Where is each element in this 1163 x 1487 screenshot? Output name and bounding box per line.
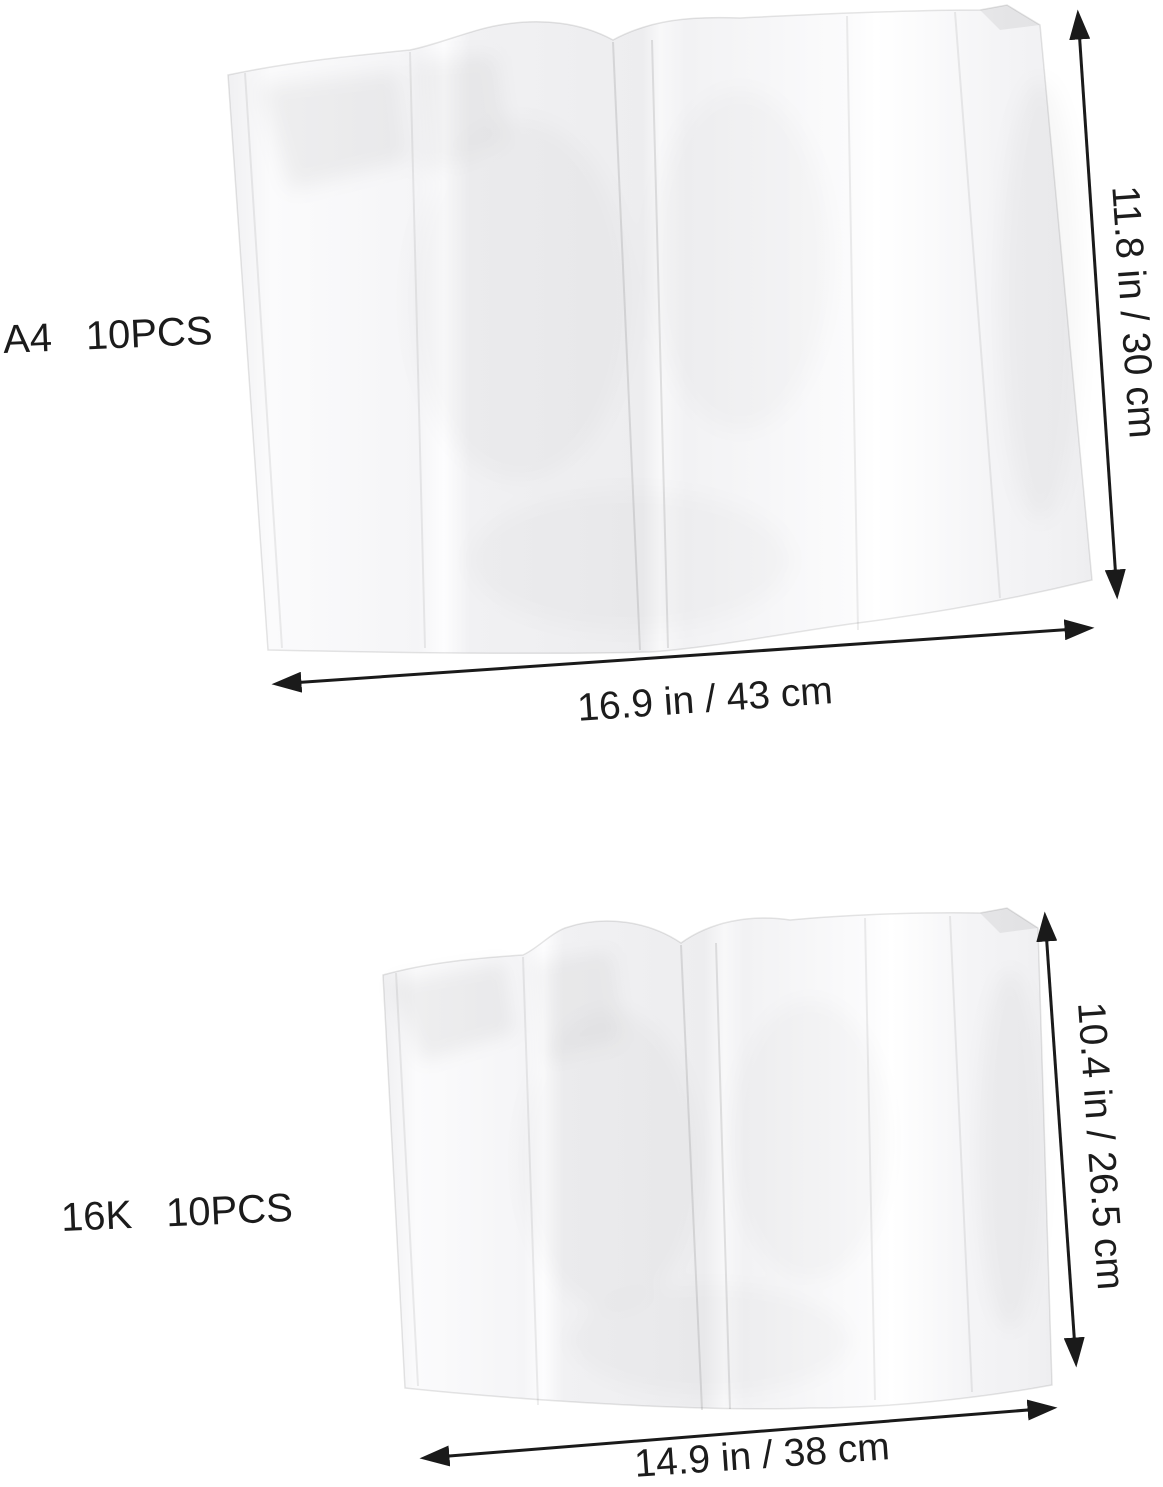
- width-label-16k: 14.9 in / 38 cm: [632, 1425, 892, 1486]
- cover-a4-corner-fold: [980, 5, 1040, 30]
- height-label-a4: 11.8 in / 30 cm: [1103, 184, 1163, 440]
- cover-a4-flap-crease-right: [954, 11, 1001, 599]
- cover-a4-panel-crease: [846, 15, 859, 631]
- book-cover-photo-a4: [227, 4, 1093, 655]
- size-label-16k: 16K: [60, 1192, 134, 1241]
- size-label-a4: A4: [2, 315, 53, 363]
- cover-16k-panel-crease: [864, 917, 876, 1401]
- product-label-a4: A4 10PCS: [2, 309, 213, 363]
- cover-16k-spine-crease-1: [680, 944, 703, 1411]
- cover-a4-shading: [260, 55, 505, 190]
- quantity-label-a4: 10PCS: [84, 308, 214, 359]
- cover-a4-left-edge-crease: [244, 72, 283, 649]
- quantity-label-16k: 10PCS: [165, 1185, 294, 1236]
- book-cover-photo-16k: [382, 907, 1053, 1411]
- cover-a4-spine-crease-2: [651, 39, 669, 649]
- width-label-a4: 16.9 in / 43 cm: [575, 669, 835, 730]
- cover-16k-left-edge-crease: [395, 972, 419, 1387]
- cover-16k-shading: [390, 952, 622, 1062]
- cover-16k-flap-crease-right: [949, 915, 973, 1393]
- product-label-16k: 16K 10PCS: [60, 1186, 294, 1241]
- height-label-16k: 10.4 in / 26.5 cm: [1068, 1000, 1133, 1292]
- cover-a4-flap-crease-left: [409, 51, 426, 649]
- cover-a4-spine-crease-1: [612, 41, 641, 651]
- cover-16k-spine-crease-2: [715, 942, 731, 1410]
- cover-16k-corner-fold: [980, 908, 1038, 933]
- cover-16k-flap-crease-left: [522, 956, 539, 1406]
